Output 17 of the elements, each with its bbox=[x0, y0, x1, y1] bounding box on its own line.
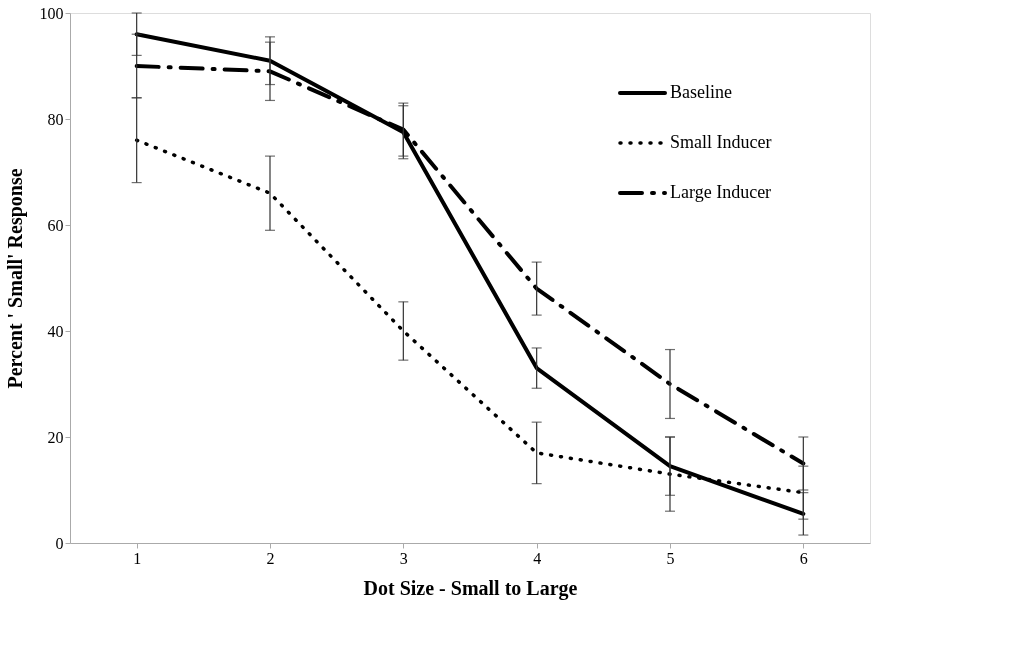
legend-label: Small Inducer bbox=[670, 132, 772, 152]
x-tick-label: 5 bbox=[666, 549, 675, 567]
y-tick-label: 0 bbox=[55, 534, 64, 552]
x-tick-label: 6 bbox=[799, 549, 808, 567]
legend-label: Large Inducer bbox=[670, 182, 772, 202]
x-axis-title: Dot Size - Small to Large bbox=[363, 576, 578, 600]
y-tick-label: 20 bbox=[47, 428, 64, 446]
x-tick-label: 2 bbox=[266, 549, 275, 567]
y-tick-label: 100 bbox=[39, 4, 64, 22]
x-tick-label: 1 bbox=[133, 549, 142, 567]
legend-label: Baseline bbox=[670, 82, 732, 102]
y-tick-label: 80 bbox=[47, 110, 64, 128]
y-axis-title: Percent ' Small' Response bbox=[3, 168, 27, 389]
y-tick-label: 40 bbox=[47, 322, 64, 340]
x-tick-label: 4 bbox=[533, 549, 542, 567]
x-tick-label: 3 bbox=[399, 549, 408, 567]
y-tick-label: 60 bbox=[47, 216, 64, 234]
